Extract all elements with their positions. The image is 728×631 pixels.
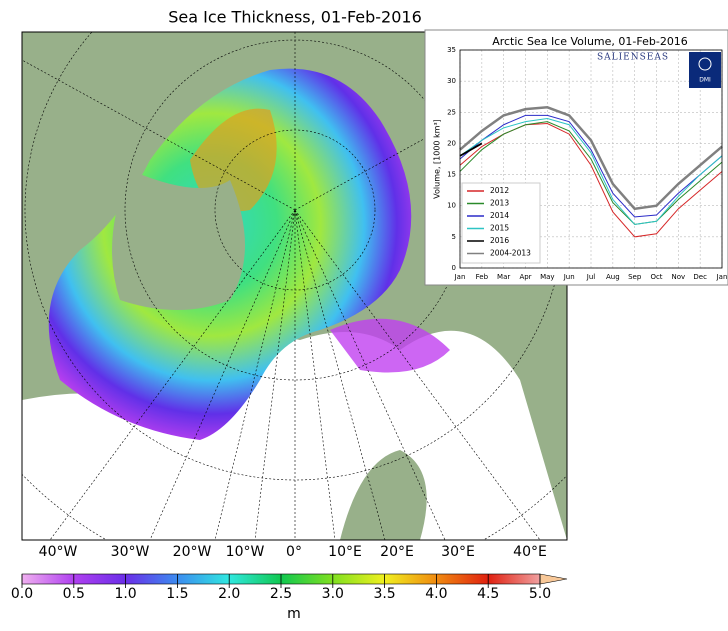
legend-label: 2004-2013 xyxy=(490,249,531,258)
barents-ice xyxy=(330,318,450,373)
series-line xyxy=(459,121,723,225)
plot-frame xyxy=(459,49,723,269)
logo-text: SALIENSEAS xyxy=(597,53,669,63)
y-tick-label: 15 xyxy=(447,171,456,179)
greenland xyxy=(112,170,245,310)
lon-label: 30°W xyxy=(111,544,150,560)
x-tick-label: Aug xyxy=(606,273,620,281)
x-tick-label: Feb xyxy=(476,273,489,281)
lon-label: 10°W xyxy=(226,544,265,560)
x-tick-label: Dec xyxy=(693,273,707,281)
map-frame xyxy=(21,31,568,541)
lon-label: 20°E xyxy=(380,544,414,560)
x-tick-label: Jan xyxy=(454,273,466,281)
colorbar-tick-label: 1.0 xyxy=(114,586,136,602)
x-tick-label: Apr xyxy=(519,273,531,281)
series-line xyxy=(459,142,483,157)
inset: Arctic Sea Ice Volume, 01-Feb-2016 Volum… xyxy=(424,29,728,286)
x-tick-label: Sep xyxy=(628,273,642,281)
lon-labels: 40°W 30°W 20°W 10°W 0° 10°E 20°E 30°E 40°E xyxy=(39,544,547,560)
colorbar-ticks: 0.0 0.5 1.0 1.5 2.0 2.5 3.0 3.5 4.0 4.5 5.0 xyxy=(11,574,551,602)
y-tick-label: 0 xyxy=(452,264,456,272)
y-axis-label: Volume, [1000 km³] xyxy=(433,119,442,199)
chart-title: Arctic Sea Ice Volume, 01-Feb-2016 xyxy=(492,35,688,48)
lon-label: 0° xyxy=(286,544,302,560)
x-tick-label: Jul xyxy=(586,273,596,281)
legend-label: 2015 xyxy=(490,224,509,233)
y-tick-label: 5 xyxy=(452,233,456,241)
x-tick-label: Jun xyxy=(563,273,575,281)
colorbar-tick-label: 4.5 xyxy=(477,586,499,602)
colorbar-unit: m xyxy=(287,606,301,622)
map-title: Sea Ice Thickness, 01-Feb-2016 xyxy=(168,8,422,27)
x-tick-label: Jan xyxy=(716,273,728,281)
x-tick-label: Nov xyxy=(671,273,685,281)
thick-ice xyxy=(190,108,277,212)
y-tick-label: 10 xyxy=(447,202,456,210)
x-tick-label: Mar xyxy=(497,273,510,281)
colorbar-tick-label: 5.0 xyxy=(529,586,551,602)
series-line xyxy=(459,118,723,225)
colorbar-tick-label: 2.0 xyxy=(218,586,240,602)
legend-entries: 2012 2013 2014 2015 2016 2004-2013 xyxy=(467,186,531,258)
x-tick-label: May xyxy=(540,273,554,281)
colorbar-tick-label: 3.0 xyxy=(322,586,344,602)
legend xyxy=(461,182,541,264)
series-line xyxy=(459,114,723,218)
colorbar-extend xyxy=(539,573,568,585)
x-tick-label: Oct xyxy=(650,273,662,281)
legend-label: 2014 xyxy=(490,211,509,220)
legend-label: 2016 xyxy=(490,236,509,245)
logo-crown xyxy=(698,57,712,71)
plot: 0 5 10 15 20 25 30 35 Jan Feb Mar Apr May Jun Jul Aug Se… xyxy=(447,46,727,281)
logo-badge-text: DMI xyxy=(699,77,711,84)
series-line xyxy=(459,106,723,211)
colorbar-tick-label: 0.5 xyxy=(63,586,85,602)
colorbar-tick-label: 3.5 xyxy=(373,586,395,602)
open-ocean xyxy=(22,330,567,540)
y-tick-label: 35 xyxy=(447,46,456,54)
legend-label: 2013 xyxy=(490,199,509,208)
colorbar-tick-label: 1.5 xyxy=(166,586,188,602)
legend-label: 2012 xyxy=(490,186,509,195)
lon-label: 40°W xyxy=(39,544,78,560)
colorbar-tick-label: 0.0 xyxy=(11,586,33,602)
y-tick-label: 20 xyxy=(447,139,456,147)
y-tick-label: 30 xyxy=(447,77,456,85)
lon-label: 40°E xyxy=(513,544,547,560)
lon-label: 10°E xyxy=(328,544,362,560)
scandinavia xyxy=(340,450,427,540)
colorbar-tick-label: 4.0 xyxy=(425,586,447,602)
colorbar-tick-label: 2.5 xyxy=(270,586,292,602)
y-tick-label: 25 xyxy=(447,108,456,116)
lon-label: 20°W xyxy=(173,544,212,560)
lon-label: 30°E xyxy=(441,544,475,560)
